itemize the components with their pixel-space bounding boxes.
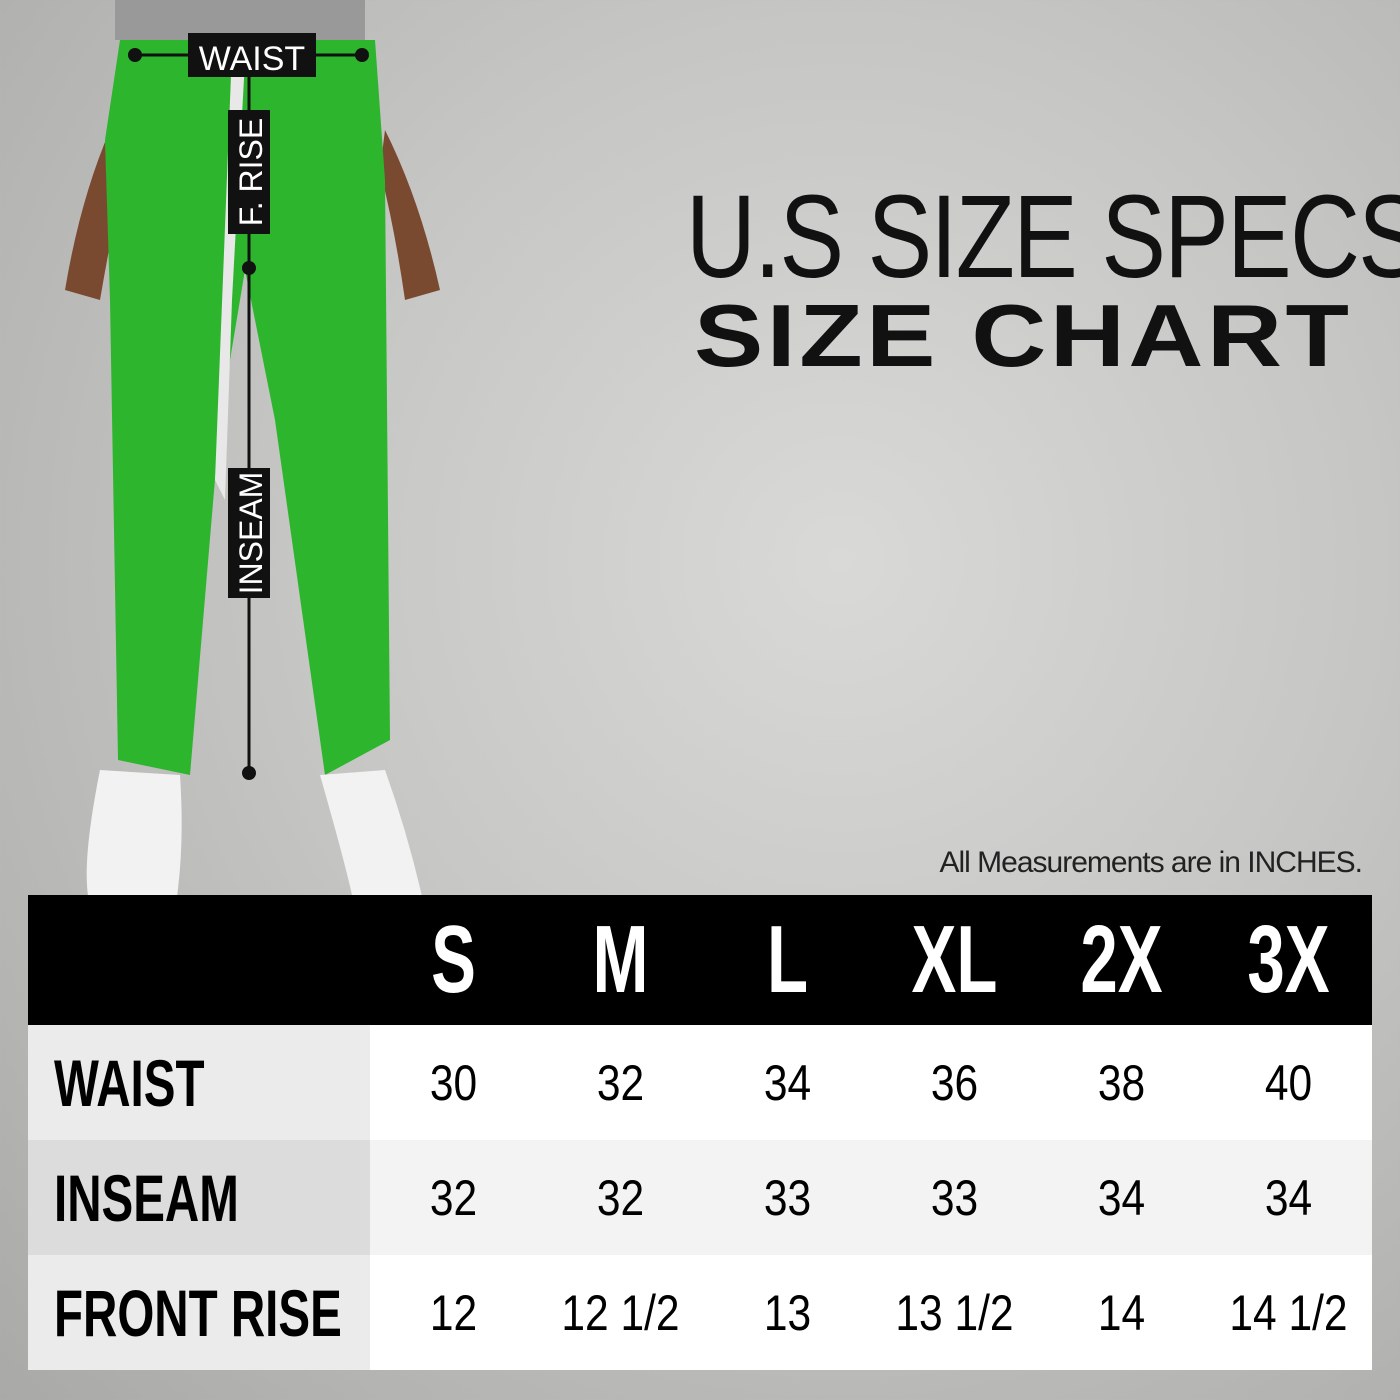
table-cell: 32 bbox=[429, 1169, 478, 1226]
waist-measure-label: WAIST bbox=[199, 40, 305, 78]
table-cell: 33 bbox=[763, 1169, 812, 1226]
table-cell: 32 bbox=[596, 1169, 645, 1226]
table-cell: 13 1/2 bbox=[895, 1284, 1014, 1341]
table-cell: 12 1/2 bbox=[561, 1284, 680, 1341]
table-cell: 14 bbox=[1097, 1284, 1146, 1341]
table-cell: 32 bbox=[596, 1054, 645, 1111]
size-table: S M L XL 2X 3X WAIST 30 32 34 36 38 40 I… bbox=[28, 895, 1372, 1370]
table-cell: 36 bbox=[930, 1054, 979, 1111]
header-corner bbox=[28, 895, 370, 1025]
table-cell: 34 bbox=[1264, 1169, 1313, 1226]
row-label: FRONT RISE bbox=[54, 1275, 342, 1350]
table-cell: 13 bbox=[763, 1284, 812, 1341]
right-shoe bbox=[320, 770, 425, 910]
size-header: S bbox=[431, 906, 476, 1013]
pants-model-figure: WAIST F. RISE INSEAM bbox=[65, 0, 440, 910]
size-header: M bbox=[592, 906, 649, 1013]
row-label: WAIST bbox=[54, 1045, 205, 1120]
table-cell: 14 1/2 bbox=[1229, 1284, 1348, 1341]
table-cell: 30 bbox=[429, 1054, 478, 1111]
table-cell: 12 bbox=[429, 1284, 478, 1341]
front-rise-measure-label: F. RISE bbox=[233, 118, 269, 226]
title-size-chart: SIZE CHART bbox=[694, 286, 1353, 385]
left-shoe bbox=[86, 770, 182, 910]
table-cell: 34 bbox=[763, 1054, 812, 1111]
size-header: 3X bbox=[1247, 906, 1330, 1013]
green-pants bbox=[105, 40, 390, 775]
table-cell: 38 bbox=[1097, 1054, 1146, 1111]
size-header: L bbox=[766, 906, 809, 1013]
row-label: INSEAM bbox=[54, 1160, 239, 1235]
table-cell: 34 bbox=[1097, 1169, 1146, 1226]
table-row-inseam: INSEAM 32 32 33 33 34 34 bbox=[28, 1140, 1372, 1255]
inseam-measure-label: INSEAM bbox=[233, 472, 269, 595]
title-us-size-specs: U.S SIZE SPECS bbox=[686, 171, 1400, 303]
size-header-row: S M L XL 2X 3X bbox=[28, 895, 1372, 1025]
size-header: 2X bbox=[1080, 906, 1163, 1013]
table-row-front-rise: FRONT RISE 12 12 1/2 13 13 1/2 14 14 1/2 bbox=[28, 1255, 1372, 1370]
measurement-unit-note: All Measurements are in INCHES. bbox=[939, 846, 1363, 879]
table-row-waist: WAIST 30 32 34 36 38 40 bbox=[28, 1025, 1372, 1140]
right-arm bbox=[380, 130, 440, 300]
table-cell: 40 bbox=[1264, 1054, 1313, 1111]
size-header: XL bbox=[911, 906, 998, 1013]
table-cell: 33 bbox=[930, 1169, 979, 1226]
